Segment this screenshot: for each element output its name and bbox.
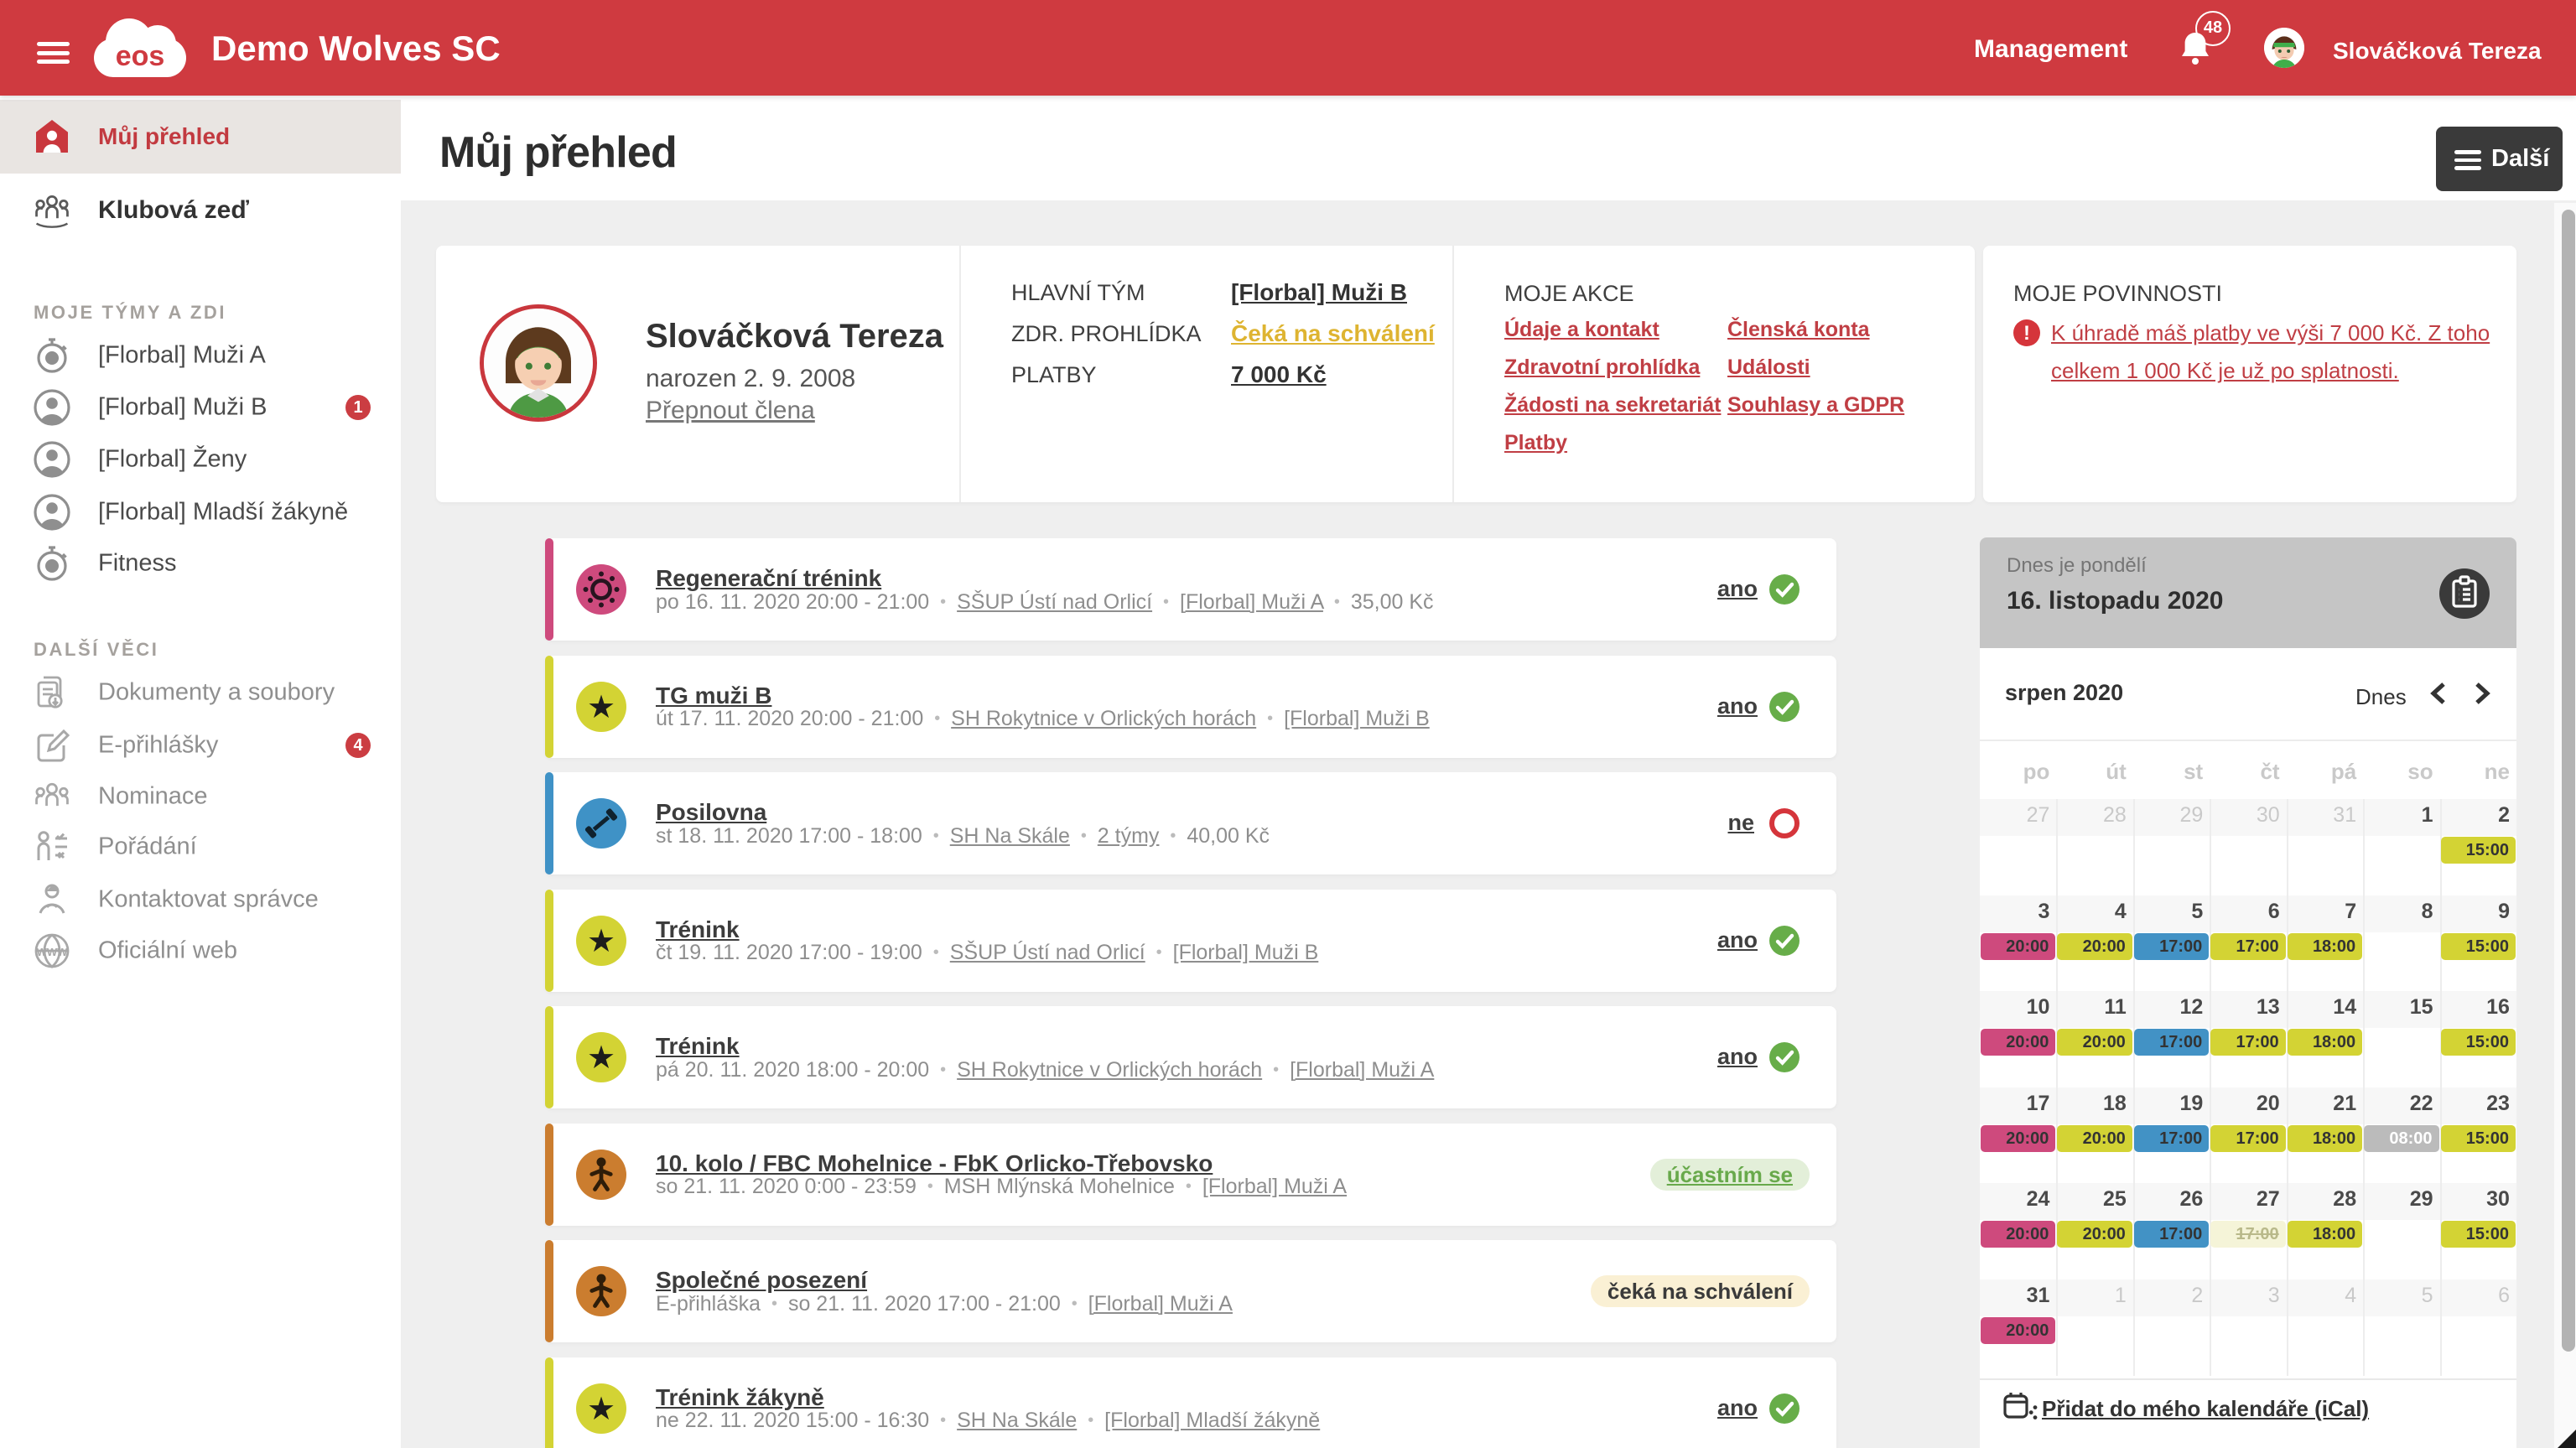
svg-text:WWW: WWW bbox=[37, 946, 69, 958]
svg-text:eos: eos bbox=[116, 40, 165, 72]
